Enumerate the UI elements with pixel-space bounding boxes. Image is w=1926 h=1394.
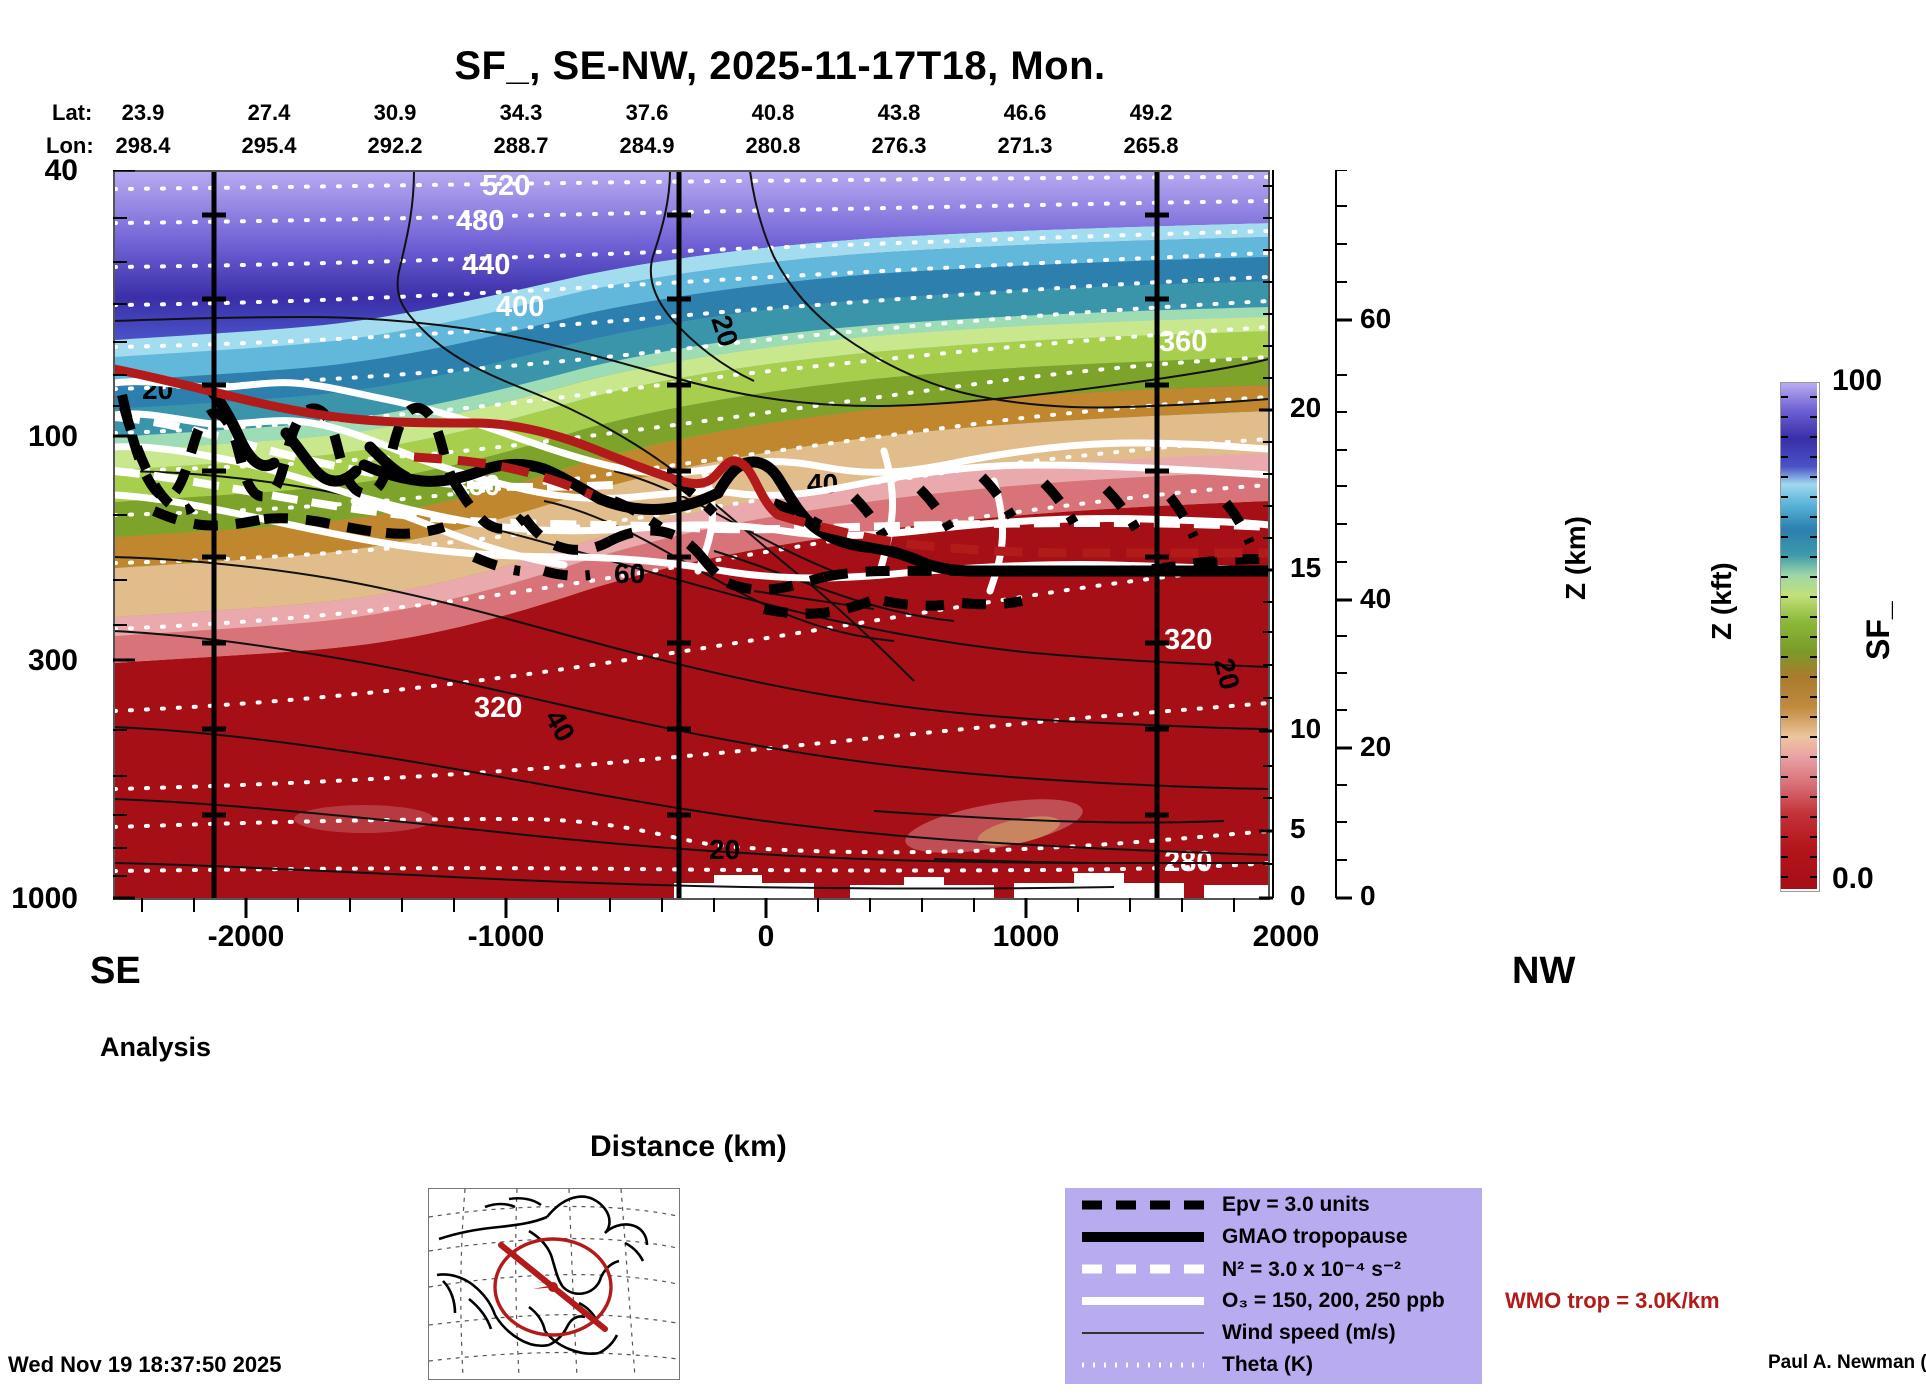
z-km-tick-label: 0 (1290, 880, 1306, 911)
latitude-value: 40.8 (751, 100, 795, 125)
southeast-end-label: SE (90, 950, 141, 992)
y-tick-label: 100 (27, 420, 78, 453)
svg-text:320: 320 (474, 692, 522, 724)
legend-item-wind-speed: Wind speed (m/s) (1066, 1317, 1481, 1349)
longitude-value: 280.8 (745, 133, 801, 158)
white-dashed-line-icon (1078, 1258, 1208, 1280)
legend-label-wind-speed: Wind speed (m/s) (1222, 1321, 1396, 1344)
legend-label-theta: Theta (K) (1222, 1353, 1313, 1376)
vertical-reference-lines (211, 171, 1160, 899)
credit-label: Paul A. Newman (NASA (1768, 1352, 1926, 1373)
latitude-value: 43.8 (877, 100, 921, 125)
longitude-value: 292.2 (367, 133, 423, 158)
legend-item-n2: N² = 3.0 x 10⁻⁴ s⁻² (1066, 1253, 1481, 1285)
white-solid-line-icon (1078, 1290, 1208, 1312)
z-kft-axis-label: Z (kft) (1706, 562, 1737, 640)
longitude-value: 276.3 (871, 133, 927, 158)
svg-text:320: 320 (1164, 624, 1212, 656)
epv-contours (117, 393, 1269, 619)
longitude-value: 265.8 (1123, 133, 1179, 158)
legend-item-epv: Epv = 3.0 units (1066, 1189, 1481, 1221)
x-tick-label: 2000 (1252, 920, 1320, 953)
x-tick-label: 0 (757, 920, 775, 953)
x-tick-label: -1000 (467, 920, 545, 953)
northwest-end-label: NW (1512, 950, 1576, 992)
latitude-value: 23.9 (121, 100, 165, 125)
z-km-axis-label: Z (km) (1560, 516, 1591, 600)
longitude-value: 284.9 (619, 133, 675, 158)
thin-black-line-icon (1078, 1322, 1208, 1344)
legend-label-n2: N² = 3.0 x 10⁻⁴ s⁻² (1222, 1257, 1402, 1281)
longitude-row: Lon: 298.4 295.4 292.2 288.7 284.9 280.8… (0, 133, 1280, 159)
latitude-value: 27.4 (247, 100, 291, 125)
svg-text:400: 400 (496, 291, 544, 323)
latitude-value: 49.2 (1129, 100, 1173, 125)
svg-text:520: 520 (482, 171, 530, 202)
vertical-line-ticks (202, 212, 1169, 818)
longitude-value: 271.3 (997, 133, 1053, 158)
longitude-value: 288.7 (493, 133, 549, 158)
wmo-tropopause-dashed (413, 452, 1269, 558)
y-tick-label: 300 (27, 644, 78, 677)
y-tick-label: 40 (44, 154, 78, 187)
x-axis-label: Distance (km) (590, 1130, 787, 1163)
latitude-row-label: Lat: (52, 100, 93, 125)
timestamp: Wed Nov 19 18:37:50 2025 (8, 1352, 282, 1377)
x-tick-label: -2000 (207, 920, 285, 953)
analysis-circle (493, 1237, 613, 1337)
legend-item-theta: Theta (K) (1066, 1349, 1481, 1381)
black-dashed-line-icon (1078, 1194, 1208, 1216)
longitude-value: 295.4 (241, 133, 297, 158)
analysis-label: Analysis (100, 1032, 212, 1062)
legend-item-gmao-tropopause: GMAO tropopause (1066, 1221, 1481, 1253)
legend: Epv = 3.0 units GMAO tropopause N² = 3.0… (1065, 1188, 1482, 1384)
x-tick-label: 1000 (992, 920, 1060, 953)
white-dotted-line-icon (1078, 1354, 1208, 1376)
page-title: SF_, SE-NW, 2025-11-17T18, Mon. (454, 44, 1106, 88)
y-tick-label: 1000 (11, 882, 78, 915)
z-km-tick-label: 20 (1290, 392, 1322, 423)
svg-text:360: 360 (1159, 326, 1207, 358)
y-axis-label: P (hPa) (0, 367, 2, 470)
colorbar-min-label: 0.0 (1832, 862, 1874, 895)
svg-text:480: 480 (456, 205, 504, 237)
z-km-tick-label: 10 (1290, 713, 1322, 744)
colorbar-label: SF_ (1860, 601, 1896, 660)
legend-item-ozone: O₃ = 150, 200, 250 ppb (1066, 1285, 1481, 1317)
z-kft-tick-label: 60 (1360, 303, 1392, 334)
longitude-value: 298.4 (115, 133, 171, 158)
z-kft-axis (1335, 170, 1352, 900)
transect-center-point (548, 1282, 558, 1292)
location-inset-map[interactable] (428, 1188, 680, 1380)
latitude-value: 46.6 (1003, 100, 1047, 125)
latitude-value: 30.9 (373, 100, 417, 125)
theta-contour-labels: 520 480 440 400 360 360 320 320 280 (452, 171, 1212, 878)
z-km-tick-label: 5 (1290, 813, 1306, 844)
legend-label-ozone: O₃ = 150, 200, 250 ppb (1222, 1289, 1445, 1312)
latitude-value: 34.3 (499, 100, 543, 125)
z-kft-tick-label: 40 (1360, 583, 1392, 614)
svg-text:440: 440 (462, 249, 510, 281)
svg-text:20: 20 (1208, 655, 1246, 693)
latitude-row: Lat: 23.9 27.4 30.9 34.3 37.6 40.8 43.8 … (0, 100, 1280, 126)
colorbar-max-label: 100 (1832, 364, 1883, 397)
z-kft-tick-label: 0 (1360, 880, 1376, 911)
wmo-trop-note: WMO trop = 3.0K/km (1505, 1288, 1720, 1313)
longitude-row-label: Lon: (46, 133, 94, 158)
black-solid-line-icon (1078, 1226, 1208, 1248)
colorbar[interactable] (1780, 382, 1820, 892)
latitude-value: 37.6 (625, 100, 669, 125)
svg-text:20: 20 (709, 834, 740, 865)
z-kft-tick-label: 20 (1360, 731, 1392, 762)
legend-label-epv: Epv = 3.0 units (1222, 1193, 1370, 1216)
z-km-tick-label: 15 (1290, 552, 1322, 583)
cross-section-plot[interactable]: 520 480 440 400 360 360 320 320 280 (113, 170, 1270, 900)
coastlines (436, 1195, 649, 1356)
legend-label-gmao-tropopause: GMAO tropopause (1222, 1225, 1408, 1248)
